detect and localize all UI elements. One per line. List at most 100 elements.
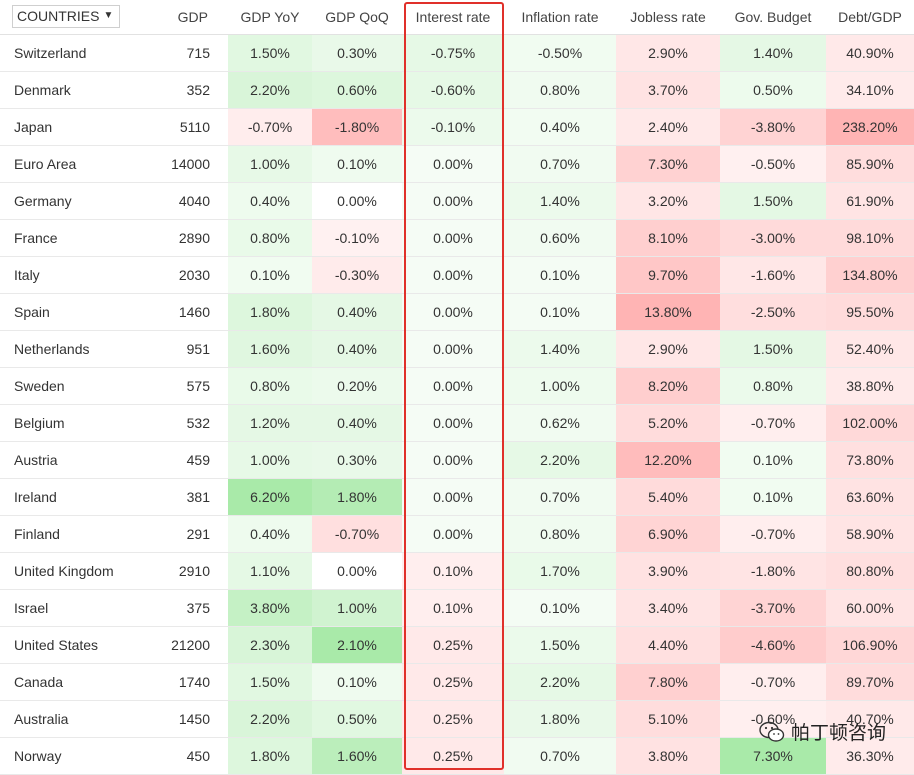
cell-country[interactable]: Spain [14,303,50,320]
cell-country[interactable]: Italy [14,266,40,283]
cell-gov-budget: 7.30% [720,737,826,774]
cell-country[interactable]: Denmark [14,81,71,98]
table-row[interactable]: Italy 2030 0.10% -0.30% 0.00% 0.10% 9.70% -1.60… [0,256,914,293]
cell-gov-budget: -0.70% [720,404,826,441]
cell-country[interactable]: Switzerland [14,44,87,61]
cell-country[interactable]: United States [14,636,99,653]
cell-jobless-rate: 6.90% [616,515,720,552]
cell-inflation-rate: -0.50% [504,34,616,71]
cell-inflation-rate: 1.40% [504,182,616,219]
column-header-gdp-yoy[interactable]: GDP YoY [228,0,312,35]
cell-gov-budget: -1.60% [720,256,826,293]
cell-country[interactable]: Finland [14,525,60,542]
cell-debt-gdp: 60.00% [826,589,914,626]
cell-gov-budget: -0.70% [720,663,826,700]
cell-country[interactable]: Norway [14,747,62,764]
cell-country[interactable]: Belgium [14,414,65,431]
table-row[interactable]: Netherlands 951 1.60% 0.40% 0.00% 1.40% 2.90% 1… [0,330,914,367]
column-header-interest-rate[interactable]: Interest rate [402,0,504,35]
cell-inflation-rate: 1.40% [504,330,616,367]
cell-debt-gdp: 63.60% [826,478,914,515]
table-row[interactable]: Finland 291 0.40% -0.70% 0.00% 0.80% 6.90% -0.7… [0,515,914,552]
table-row[interactable]: France 2890 0.80% -0.10% 0.00% 0.60% 8.10% -3.0… [0,219,914,256]
countries-header: COUNTRIES ▼ [0,0,158,35]
cell-inflation-rate: 1.70% [504,552,616,589]
table-row[interactable]: Canada 1740 1.50% 0.10% 0.25% 2.20% 7.80% -0.70… [0,663,914,700]
cell-gdp-qoq: 0.10% [312,145,402,182]
cell-jobless-rate: 7.80% [616,663,720,700]
cell-jobless-rate: 2.90% [616,330,720,367]
cell-interest-rate: -0.75% [402,34,504,71]
cell-country[interactable]: Sweden [14,377,65,394]
cell-gdp-yoy: 0.80% [228,367,312,404]
cell-interest-rate: 0.00% [402,478,504,515]
cell-gov-budget: -3.70% [720,589,826,626]
caret-down-icon: ▼ [103,10,114,22]
cell-debt-gdp: 85.90% [826,145,914,182]
cell-gdp-yoy: 1.50% [228,663,312,700]
cell-interest-rate: 0.10% [402,552,504,589]
cell-country[interactable]: United Kingdom [14,562,114,579]
cell-country[interactable]: Japan [14,118,53,135]
countries-dropdown[interactable]: COUNTRIES ▼ [12,5,121,29]
cell-country[interactable]: Euro Area [14,155,77,172]
table-row[interactable]: Israel 375 3.80% 1.00% 0.10% 0.10% 3.40% -3.70%… [0,589,914,626]
column-header-gov-budget[interactable]: Gov. Budget [720,0,826,35]
cell-inflation-rate: 0.40% [504,108,616,145]
table-row[interactable]: Switzerland 715 1.50% 0.30% -0.75% -0.50% 2.90… [0,34,914,71]
cell-gdp-yoy: 2.30% [228,626,312,663]
cell-jobless-rate: 3.70% [616,71,720,108]
column-header-gdp-qoq[interactable]: GDP QoQ [312,0,402,35]
cell-gdp-qoq: 0.60% [312,71,402,108]
cell-gdp: 291 [186,525,210,542]
cell-country[interactable]: Germany [14,192,72,209]
table-row[interactable]: Denmark 352 2.20% 0.60% -0.60% 0.80% 3.70% 0.50… [0,71,914,108]
cell-country[interactable]: Canada [14,673,64,690]
cell-gdp-qoq: -1.80% [312,108,402,145]
cell-debt-gdp: 40.90% [826,34,914,71]
cell-gdp-yoy: 1.10% [228,552,312,589]
cell-gdp: 715 [186,44,210,61]
cell-inflation-rate: 0.60% [504,219,616,256]
cell-country[interactable]: Israel [14,599,49,616]
table-row[interactable]: Euro Area 14000 1.00% 0.10% 0.00% 0.70% 7.30% -… [0,145,914,182]
column-header-debt-gdp[interactable]: Debt/GDP [826,0,914,35]
cell-gdp: 459 [186,451,210,468]
cell-country[interactable]: Austria [14,451,58,468]
cell-country[interactable]: Ireland [14,488,57,505]
cell-jobless-rate: 13.80% [616,293,720,330]
cell-gdp: 2910 [178,562,210,579]
cell-debt-gdp: 89.70% [826,663,914,700]
cell-interest-rate: 0.00% [402,256,504,293]
column-header-jobless-rate[interactable]: Jobless rate [616,0,720,35]
cell-jobless-rate: 9.70% [616,256,720,293]
cell-debt-gdp: 238.20% [826,108,914,145]
cell-inflation-rate: 0.62% [504,404,616,441]
cell-gdp: 375 [186,599,210,616]
cell-gdp-qoq: 0.40% [312,404,402,441]
cell-country[interactable]: France [14,229,58,246]
table-row[interactable]: Spain 1460 1.80% 0.40% 0.00% 0.10% 13.80% -2.50… [0,293,914,330]
column-header-inflation-rate[interactable]: Inflation rate [504,0,616,35]
table-row[interactable]: United Kingdom 2910 1.10% 0.00% 0.10% 1.70% 3.… [0,552,914,589]
table-row[interactable]: Sweden 575 0.80% 0.20% 0.00% 1.00% 8.20% 0.80% 3… [0,367,914,404]
table-row[interactable]: Germany 4040 0.40% 0.00% 0.00% 1.40% 3.20% 1.50… [0,182,914,219]
cell-country[interactable]: Netherlands [14,340,90,357]
cell-gdp-yoy: 2.20% [228,700,312,737]
table-row[interactable]: Japan 5110 -0.70% -1.80% -0.10% 0.40% 2.40% -3.… [0,108,914,145]
cell-gdp: 1450 [178,710,210,727]
cell-jobless-rate: 3.40% [616,589,720,626]
cell-jobless-rate: 2.90% [616,34,720,71]
table-row[interactable]: Austria 459 1.00% 0.30% 0.00% 2.20% 12.20% 0.10… [0,441,914,478]
cell-gdp-qoq: 0.50% [312,700,402,737]
cell-interest-rate: 0.00% [402,404,504,441]
table-row[interactable]: United States 21200 2.30% 2.10% 0.25% 1.50% 4.… [0,626,914,663]
table-row[interactable]: Ireland 381 6.20% 1.80% 0.00% 0.70% 5.40% 0.10%… [0,478,914,515]
cell-jobless-rate: 8.10% [616,219,720,256]
table-row[interactable]: Norway 450 1.80% 1.60% 0.25% 0.70% 3.80% 7.30% 3… [0,737,914,774]
cell-gdp: 951 [186,340,210,357]
column-header-gdp[interactable]: GDP [158,0,228,35]
cell-country[interactable]: Australia [14,710,69,727]
cell-debt-gdp: 73.80% [826,441,914,478]
table-row[interactable]: Belgium 532 1.20% 0.40% 0.00% 0.62% 5.20% -0.70… [0,404,914,441]
